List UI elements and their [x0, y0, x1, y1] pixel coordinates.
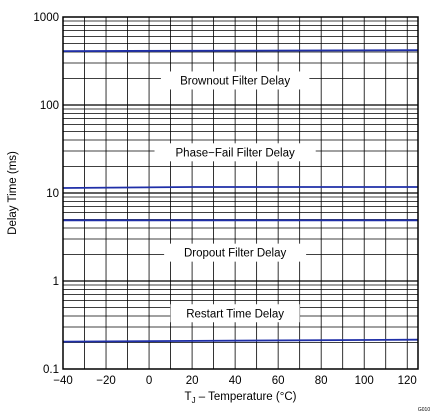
x-tick-label: 100 — [355, 375, 374, 387]
x-tick-label: 40 — [229, 375, 242, 387]
x-tick-label: −20 — [96, 375, 116, 387]
figure-code: G010 — [418, 407, 430, 413]
tick-labels: −40 −20 0 20 40 60 80 100 120 0.1 1 10 100 1000 — [33, 12, 416, 387]
annotation-layer: Brownout Filter Delay Phase−Fail Filter D… — [154, 71, 316, 323]
annotation-box — [154, 143, 316, 162]
annotation-box — [170, 304, 300, 323]
x-tick-label: 20 — [186, 375, 199, 387]
x-tick-label: 60 — [272, 375, 285, 387]
series-line — [62, 186, 418, 189]
annotation-label: Brownout Filter Delay — [180, 75, 290, 87]
annotation-label: Restart Time Delay — [186, 308, 284, 320]
x-axis-label-subscript: J — [192, 396, 196, 405]
y-axis-label: Delay Time (ms) — [7, 151, 19, 235]
x-tick-label: −40 — [53, 375, 73, 387]
series-layer — [62, 49, 419, 343]
x-axis-label-main: T — [185, 391, 192, 403]
y-tick-label: 1 — [53, 276, 59, 288]
x-axis-label: TJ – Temperature (°C) — [185, 391, 297, 405]
annotation-box — [160, 71, 310, 90]
series-line — [62, 49, 419, 52]
plot-frame — [62, 16, 419, 370]
x-tick-label: 120 — [398, 375, 417, 387]
annotation-label: Dropout Filter Delay — [184, 248, 287, 260]
y-tick-label: 0.1 — [43, 364, 59, 376]
x-axis-label-rest: – Temperature (°C) — [196, 391, 297, 403]
x-tick-label: 0 — [146, 375, 152, 387]
y-tick-label: 100 — [40, 100, 59, 112]
y-tick-label: 1000 — [33, 12, 59, 24]
x-tick-label: 80 — [315, 375, 328, 387]
annotation-label: Phase−Fail Filter Delay — [176, 147, 295, 159]
series-line — [62, 338, 419, 343]
annotation-box — [164, 243, 307, 262]
y-tick-label: 10 — [46, 188, 59, 200]
